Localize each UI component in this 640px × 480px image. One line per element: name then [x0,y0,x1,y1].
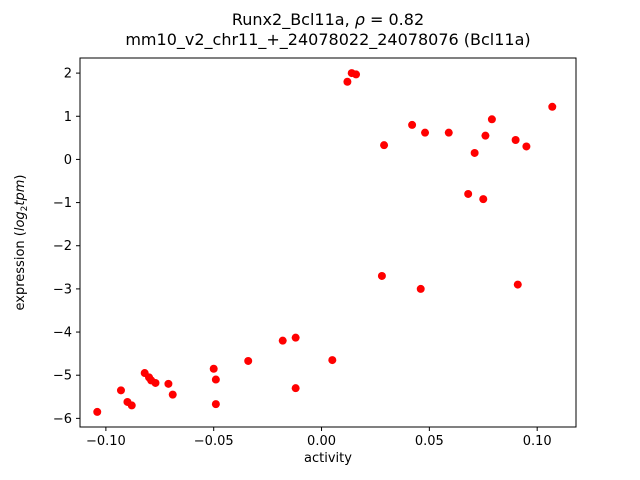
data-point [377,271,386,280]
data-point [127,401,136,410]
y-tick-label: 2 [64,67,72,82]
data-point [470,148,479,157]
data-point [211,375,220,384]
x-axis-label: activity [304,451,352,466]
data-point [164,379,173,388]
data-point [211,400,220,409]
data-point [244,356,253,365]
y-tick-label: −5 [53,369,72,384]
data-point [513,280,522,289]
data-point [444,128,453,137]
data-point [416,284,425,293]
data-point [168,390,177,399]
data-point [380,141,389,150]
x-tick-label: 0.05 [415,434,444,449]
data-point [479,195,488,204]
data-point [548,102,557,111]
data-point [511,136,520,144]
x-tick-label: 0.10 [523,434,552,449]
y-tick-label: −1 [53,196,72,211]
data-point [209,364,218,373]
data-point [421,128,430,137]
y-axis-label: expression (log2tpm) [13,175,30,311]
data-point [291,333,300,342]
data-point [278,336,287,345]
y-tick-label: −6 [53,412,72,427]
y-tick-label: 0 [64,153,72,168]
data-point [328,356,337,365]
data-point [116,386,125,395]
data-point [352,70,361,79]
x-tick-label: −0.10 [86,434,126,449]
axes-frame [79,57,577,428]
data-point [343,77,352,86]
data-point [291,384,300,393]
x-tick-label: 0.00 [307,434,336,449]
x-tick-label: −0.05 [194,434,234,449]
chart-title: Runx2_Bcl11a, ρ = 0.82 [232,10,424,30]
data-point [464,189,473,198]
data-point [93,407,102,416]
data-point [408,120,417,129]
data-point [487,115,496,124]
data-point [481,131,490,140]
y-tick-label: 1 [64,110,72,125]
chart-subtitle: mm10_v2_chr11_+_24078022_24078076 (Bcl11… [125,30,530,50]
y-tick-label: −4 [53,326,72,341]
data-point [522,142,531,151]
data-point [151,378,160,387]
y-tick-label: −2 [53,239,72,254]
y-tick-label: −3 [53,282,72,297]
